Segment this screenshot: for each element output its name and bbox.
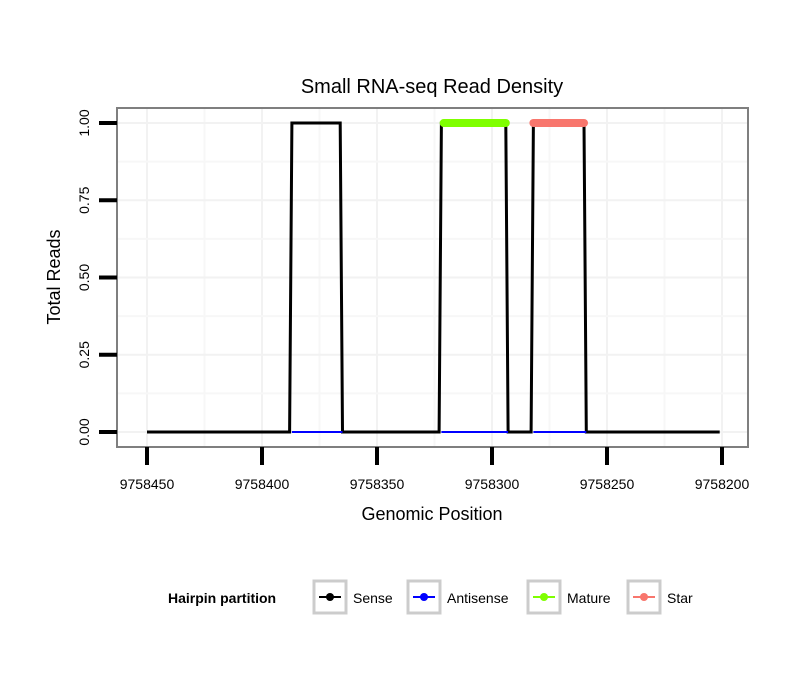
y-tick-label: 0.00 <box>76 418 92 445</box>
y-tick-label: 0.25 <box>76 341 92 368</box>
y-tick-label: 1.00 <box>76 109 92 136</box>
legend-item-antisense: Antisense <box>406 579 509 615</box>
legend-label: Antisense <box>447 590 509 606</box>
x-tick-label: 9758250 <box>580 476 635 492</box>
y-tick-label: 0.75 <box>76 186 92 213</box>
x-tick-label: 9758400 <box>235 476 290 492</box>
y-axis-label: Total Reads <box>44 229 64 324</box>
legend-key-point <box>640 593 648 601</box>
x-axis-label: Genomic Position <box>361 504 502 524</box>
legend-item-sense: Sense <box>312 579 393 615</box>
legend-label: Star <box>667 590 693 606</box>
legend-key-point <box>420 593 428 601</box>
legend-item-star: Star <box>626 579 693 615</box>
axes: 9758450 9758400 9758350 9758300 9758250 97582… <box>76 109 749 492</box>
legend-label: Mature <box>567 590 611 606</box>
legend-key-point <box>326 593 334 601</box>
legend-label: Sense <box>353 590 393 606</box>
legend-item-mature: Mature <box>526 579 611 615</box>
chart-title: Small RNA-seq Read Density <box>301 76 563 98</box>
legend-key-point <box>540 593 548 601</box>
x-tick-label: 9758200 <box>695 476 750 492</box>
x-tick-label: 9758350 <box>350 476 405 492</box>
x-tick-label: 9758300 <box>465 476 520 492</box>
legend: Hairpin partition Sense Antisense Mature St… <box>168 579 693 615</box>
x-tick-label: 9758450 <box>120 476 175 492</box>
legend-title: Hairpin partition <box>168 590 276 606</box>
y-tick-label: 0.50 <box>76 264 92 291</box>
grid <box>117 108 748 447</box>
series-lines <box>147 119 720 434</box>
